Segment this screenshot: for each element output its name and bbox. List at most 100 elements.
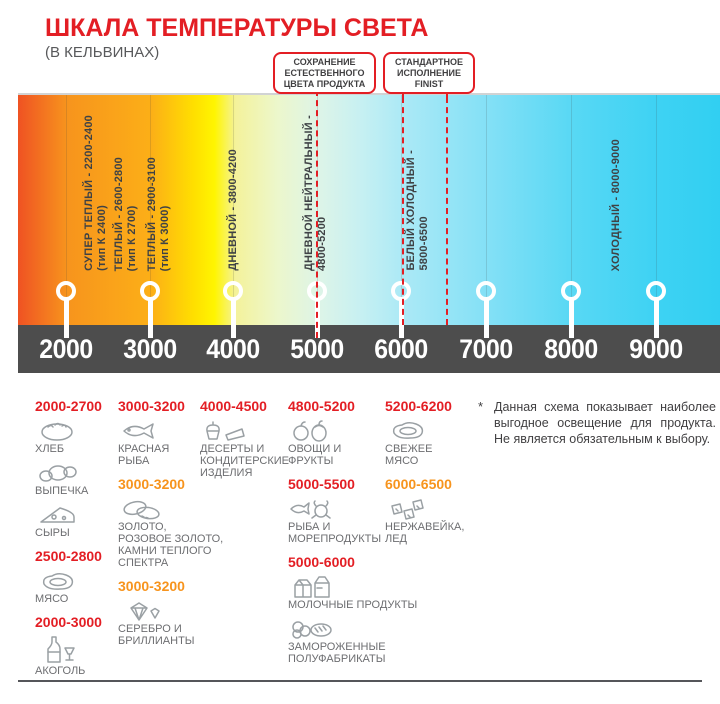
product-label: НЕРЖАВЕЙКА, ЛЕД — [385, 521, 465, 545]
page-subtitle: (В КЕЛЬВИНАХ) — [45, 44, 160, 61]
product-label: ВЫПЕЧКА — [35, 485, 89, 497]
page-title: ШКАЛА ТЕМПЕРАТУРЫ СВЕТА — [45, 14, 429, 42]
product-item: СВЕЖЕЕ МЯСО — [385, 418, 475, 467]
product-label: СЕРЕБРО И БРИЛЛИАНТЫ — [118, 623, 195, 647]
band-divider-line — [486, 95, 487, 327]
band-label: ДНЕВНОЙ НЕЙТРАЛЬНЫЙ -4800-5200 — [303, 115, 329, 271]
band-label-line: СУПЕР ТЕПЛЫЙ - 2200-2400 — [83, 115, 95, 271]
dairy-icon — [288, 574, 334, 598]
category-column-3: 4000-4500 ДЕСЕРТЫ И КОНДИТЕРСКИЕ ИЗДЕЛИЯ — [200, 398, 290, 484]
callout-line: ЕСТЕСТВЕННОГО — [284, 67, 365, 78]
product-item: МОЛОЧНЫЕ ПРОДУКТЫ — [288, 574, 418, 611]
axis-tick-label: 7000 — [459, 334, 513, 364]
axis-tick-label: 5000 — [290, 334, 344, 364]
product-item: АКОГОЛЬ — [35, 634, 115, 677]
product-label: ОВОЩИ И ФРУКТЫ — [288, 443, 342, 467]
range-heading: 5000-6000 — [288, 554, 355, 570]
category-column-2: 3000-3200 КРАСНАЯ РЫБА 3000-3200 ЗОЛОТО, РО… — [118, 398, 224, 652]
product-label: ХЛЕБ — [35, 443, 65, 455]
range-heading: 6000-6500 — [385, 476, 452, 492]
category-column-1: 2000-2700 ХЛЕБ ВЫПЕЧКА СЫРЫ 2500-2800 МЯСО 200… — [35, 398, 115, 682]
callout-line: FINIST — [414, 78, 444, 89]
callout-line: СТАНДАРТНОЕ — [394, 56, 463, 67]
range-heading: 4000-4500 — [200, 398, 267, 414]
product-label: ЗАМОРОЖЕННЫЕ ПОЛУФАБРИКАТЫ — [288, 641, 386, 665]
cheese-icon — [35, 502, 81, 526]
band-label-type: 5800-6500 — [418, 216, 430, 271]
footnote: * Данная схема показывает наиболее выгод… — [478, 399, 718, 447]
product-item: МЯСО — [35, 568, 115, 605]
product-item: ЗОЛОТО, РОЗОВОЕ ЗОЛОТО, КАМНИ ТЕПЛОГО СП… — [118, 496, 224, 569]
band-divider-line — [571, 95, 572, 327]
product-label: АКОГОЛЬ — [35, 665, 86, 677]
range-heading: 5200-6200 — [385, 398, 452, 414]
band-label-type: (тип К 3000) — [159, 205, 171, 271]
range-heading: 5000-5500 — [288, 476, 355, 492]
category-column-5: 5200-6200 СВЕЖЕЕ МЯСО 6000-6500 НЕРЖАВЕЙКА,… — [385, 398, 475, 550]
axis-tick-label: 8000 — [544, 334, 598, 364]
product-label: МОЛОЧНЫЕ ПРОДУКТЫ — [288, 599, 418, 611]
band-label: ХОЛОДНЫЙ - 8000-9000 — [610, 139, 623, 271]
band-divider-line — [233, 95, 234, 327]
product-item: ЗАМОРОЖЕННЫЕ ПОЛУФАБРИКАТЫ — [288, 616, 386, 665]
seafood-icon — [288, 496, 334, 520]
band-label: ТЕПЛЫЙ - 2600-2800 (тип К 2700) — [113, 157, 139, 271]
product-label: СЫРЫ — [35, 527, 70, 539]
band-label-line: ТЕПЛЫЙ - 2900-3100 — [146, 156, 158, 271]
axis-tick-label: 3000 — [123, 334, 177, 364]
pastry-icon — [35, 460, 81, 484]
product-item: ВЫПЕЧКА — [35, 460, 115, 497]
bottom-divider — [18, 680, 702, 682]
product-item: СЫРЫ — [35, 502, 115, 539]
product-item: ОВОЩИ И ФРУКТЫ — [288, 418, 383, 467]
range-heading: 3000-3200 — [118, 398, 185, 414]
band-divider-line — [656, 95, 657, 327]
product-label: ДЕСЕРТЫ И КОНДИТЕРСКИЕ ИЗДЕЛИЯ — [200, 443, 290, 479]
band-divider-line — [66, 95, 67, 327]
footnote-text: Данная схема показывает наиболее выгодно… — [494, 400, 716, 446]
kelvin-gradient-bar: СУПЕР ТЕПЛЫЙ - 2200-2400 (тип К 2400) ТЕПЛ… — [18, 93, 720, 327]
product-label: ЗОЛОТО, РОЗОВОЕ ЗОЛОТО, КАМНИ ТЕПЛОГО СП… — [118, 521, 224, 569]
range-heading: 4800-5200 — [288, 398, 355, 414]
band-label: СУПЕР ТЕПЛЫЙ - 2200-2400 (тип К 2400) — [83, 115, 109, 271]
axis-tick-label: 9000 — [629, 334, 683, 364]
product-label: КРАСНАЯ РЫБА — [118, 443, 170, 467]
band-label: БЕЛЫЙ ХОЛОДНЫЙ -5800-6500 — [405, 150, 431, 271]
band-divider-line — [150, 95, 151, 327]
product-item: ДЕСЕРТЫ И КОНДИТЕРСКИЕ ИЗДЕЛИЯ — [200, 418, 290, 479]
band-label-line: ДНЕВНОЙ НЕЙТРАЛЬНЫЙ - — [303, 114, 315, 271]
product-item: РЫБА И МОРЕПРОДУКТЫ — [288, 496, 383, 545]
product-label: СВЕЖЕЕ МЯСО — [385, 443, 433, 467]
fresh-meat-icon — [385, 418, 431, 442]
range-heading: 2000-3000 — [35, 614, 102, 630]
band-divider-line — [317, 95, 318, 327]
diamond-icon — [118, 598, 164, 622]
red-fish-icon — [118, 418, 164, 442]
meat-icon — [35, 568, 81, 592]
product-label: РЫБА И МОРЕПРОДУКТЫ — [288, 521, 382, 545]
bread-icon — [35, 418, 81, 442]
product-label: МЯСО — [35, 593, 69, 605]
range-heading: 3000-3200 — [118, 476, 185, 492]
fruits-icon — [288, 418, 334, 442]
ice-icon — [385, 496, 431, 520]
frozen-icon — [288, 616, 334, 640]
product-item: КРАСНАЯ РЫБА — [118, 418, 198, 467]
gold-rings-icon — [118, 496, 164, 520]
callout-finist-standard: СТАНДАРТНОЕ ИСПОЛНЕНИЕ FINIST — [383, 52, 475, 94]
kelvin-axis-bar: 2000 3000 4000 5000 6000 7000 8000 9000 — [18, 325, 720, 373]
band-label-type: (тип К 2400) — [96, 205, 108, 271]
alcohol-icon — [35, 634, 81, 664]
callout-line: ЦВЕТА ПРОДУКТА — [283, 78, 366, 89]
range-heading: 2000-2700 — [35, 398, 102, 414]
product-item: НЕРЖАВЕЙКА, ЛЕД — [385, 496, 475, 545]
product-item: ХЛЕБ — [35, 418, 115, 455]
footnote-asterisk: * — [478, 399, 484, 414]
callout-line: СОХРАНЕНИЕ — [293, 56, 356, 67]
band-label-line: БЕЛЫЙ ХОЛОДНЫЙ - — [405, 150, 417, 271]
band-label-type: (тип К 2700) — [126, 205, 138, 271]
axis-tick-label: 6000 — [374, 334, 428, 364]
band-divider-line — [401, 95, 402, 327]
range-heading: 2500-2800 — [35, 548, 102, 564]
